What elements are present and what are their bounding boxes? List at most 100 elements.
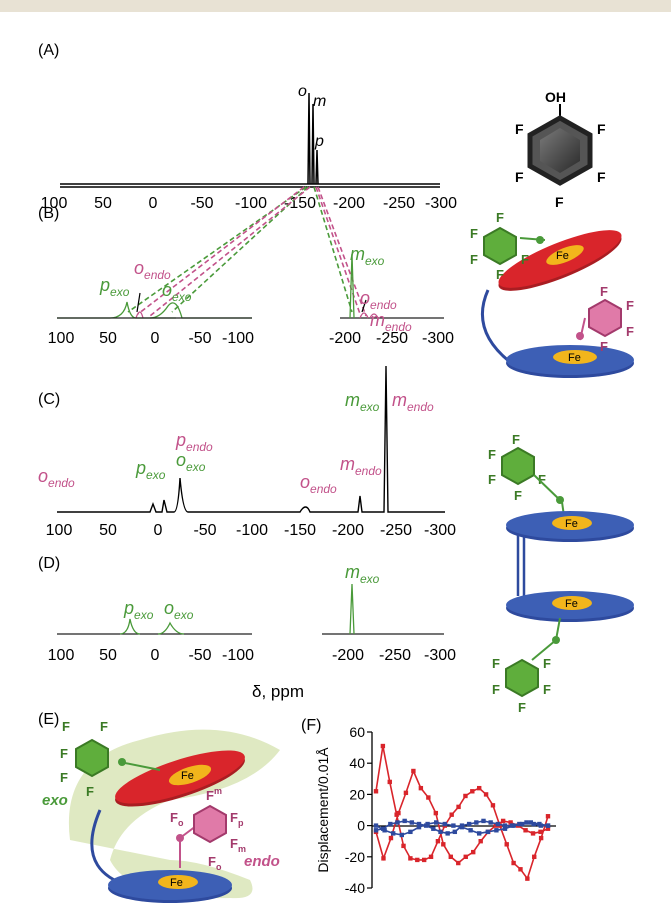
series-point-0 [483, 792, 489, 797]
panel-c-label: (C) [38, 391, 60, 408]
svg-text:100: 100 [46, 522, 73, 539]
panel-d-peak-labels: pexo oexo mexo [123, 562, 380, 622]
spectrum-d-left [57, 618, 252, 635]
panel-b-peak-labels: pexo oendo oexo mexo oendo mendo [99, 244, 412, 334]
spectrum-c [57, 365, 445, 513]
svg-text:F: F [60, 770, 68, 785]
series-point-0 [408, 856, 413, 861]
svg-text:50: 50 [99, 330, 117, 347]
svg-text:-50: -50 [193, 522, 216, 539]
svg-text:-300: -300 [422, 330, 454, 347]
svg-text:F: F [515, 169, 524, 185]
series-point-0 [415, 857, 420, 863]
svg-text:oendo: oendo [300, 472, 337, 496]
series-line-1 [375, 768, 549, 865]
svg-text:oendo: oendo [360, 288, 397, 312]
axis-c-ticks: 100 50 0 -50 -100 -150 -200 -250 -300 [46, 522, 456, 539]
series-point-2 [416, 821, 422, 827]
svg-text:Fm: Fm [206, 786, 222, 803]
svg-text:100: 100 [41, 195, 68, 212]
svg-text:0: 0 [151, 647, 160, 664]
series-point-0 [463, 793, 468, 799]
series-point-0 [511, 860, 516, 866]
series-point-1 [478, 839, 483, 844]
svg-text:oexo: oexo [162, 280, 192, 304]
svg-text:F: F [597, 121, 606, 137]
svg-text:-200: -200 [332, 647, 364, 664]
svg-text:F: F [470, 252, 478, 267]
series-point-1 [403, 790, 409, 796]
svg-text:mexo: mexo [345, 390, 380, 414]
svg-text:F: F [555, 194, 564, 210]
series-point-2 [431, 826, 436, 831]
svg-text:mexo: mexo [345, 562, 380, 586]
series-point-2 [438, 829, 443, 835]
svg-text:-50: -50 [188, 330, 211, 347]
panel-d-label: (D) [38, 555, 60, 572]
panel-a-label: (A) [38, 42, 59, 59]
series-point-3 [494, 828, 499, 833]
svg-text:50: 50 [94, 195, 112, 212]
panel-b-label: (B) [38, 205, 59, 222]
svg-text:Fe: Fe [565, 518, 578, 530]
series-point-0 [470, 789, 475, 794]
series-point-1 [433, 810, 439, 816]
svg-text:0: 0 [149, 195, 158, 212]
series-point-0 [401, 843, 406, 849]
pentafluorophenol-molecule: OH F F F F F [515, 89, 606, 210]
series-point-3 [528, 820, 533, 825]
peak-p-label: p [314, 133, 324, 150]
panel-e-label: (E) [38, 711, 59, 728]
series-point-1 [441, 842, 446, 847]
svg-text:pendo: pendo [175, 430, 213, 454]
svg-text:F: F [496, 210, 504, 225]
series-point-0 [456, 804, 461, 810]
svg-text:F: F [518, 700, 526, 715]
panel-c-peak-labels: oendo pexo pendo oexo oendo mendo mexo m… [38, 390, 434, 496]
svg-text:F: F [600, 284, 608, 299]
svg-text:-300: -300 [425, 195, 457, 212]
series-point-2 [445, 831, 450, 836]
svg-text:F: F [600, 339, 608, 354]
svg-text:-250: -250 [380, 522, 412, 539]
series-point-3 [511, 823, 516, 828]
ferrocene-illustration-b: Fe Fe F F F F F F F F F [470, 210, 634, 378]
series-point-0 [545, 814, 551, 819]
svg-text:F: F [470, 226, 478, 241]
series-point-3 [425, 821, 430, 827]
svg-text:0: 0 [154, 522, 163, 539]
series-point-0 [525, 876, 530, 881]
svg-text:F: F [492, 656, 500, 671]
svg-text:F: F [626, 298, 634, 313]
series-point-2 [373, 828, 379, 833]
series-point-2 [395, 820, 400, 825]
series-point-0 [449, 812, 454, 817]
spectrum-a [60, 92, 440, 188]
y-tick-label: 0 [357, 818, 365, 834]
svg-text:F: F [597, 169, 606, 185]
series-point-0 [380, 743, 386, 749]
svg-text:-200: -200 [329, 330, 361, 347]
svg-text:OH: OH [545, 89, 566, 105]
svg-text:-150: -150 [284, 195, 316, 212]
y-tick-label: 60 [349, 724, 365, 740]
series-point-3 [459, 824, 465, 830]
svg-text:F: F [60, 746, 68, 761]
series-point-1 [538, 829, 543, 835]
series-point-1 [456, 860, 461, 866]
y-tick-label: 40 [349, 755, 365, 771]
svg-text:0: 0 [151, 330, 160, 347]
svg-text:Fe: Fe [181, 770, 194, 782]
series-point-3 [477, 831, 482, 836]
svg-text:F: F [512, 432, 520, 447]
svg-text:pexo: pexo [123, 598, 154, 622]
svg-text:F: F [521, 252, 529, 267]
series-point-0 [538, 835, 544, 841]
svg-text:-50: -50 [188, 647, 211, 664]
svg-text:50: 50 [99, 522, 117, 539]
ferrocene-illustration-e: Fe Fe F F F F F exo Fm Fp Fm Fo Fo endo [42, 719, 280, 903]
svg-text:Fe: Fe [556, 250, 569, 262]
series-point-0 [518, 867, 523, 872]
svg-text:Fp: Fp [230, 810, 244, 828]
series-line-0 [375, 745, 549, 881]
